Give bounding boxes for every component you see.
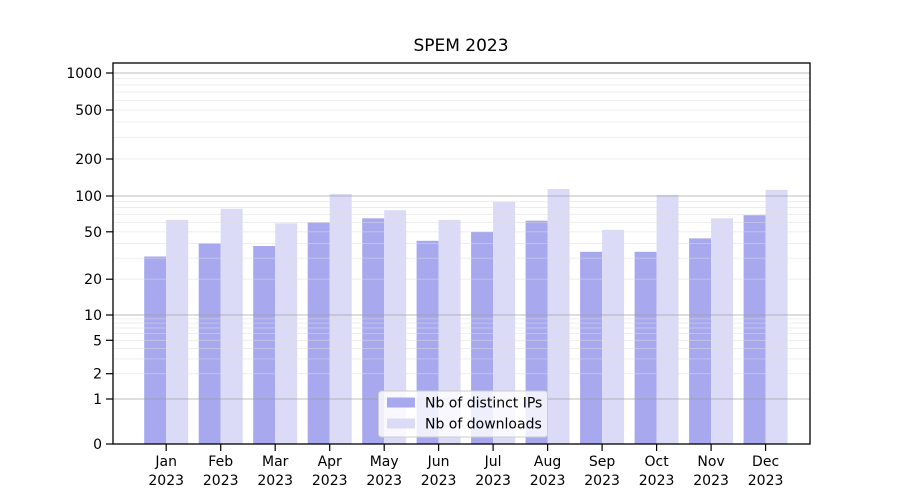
bar-jun-downloads <box>438 219 461 444</box>
axes-layer: 0 1 2 5 10 20 50 100 200 500 1000 Jan 2023 Feb 2023 Mar… <box>66 66 783 489</box>
x-tick-label-month: Aug <box>534 454 561 470</box>
legend-swatch-downloads <box>387 418 415 429</box>
legend-label-downloads: Nb of downloads <box>425 417 542 433</box>
y-tick-label: 100 <box>75 189 102 205</box>
x-tick-label-month: Feb <box>208 454 233 470</box>
x-tick-label-month: Jan <box>154 454 177 470</box>
x-tick-label-year: 2023 <box>203 473 239 489</box>
gridlines-layer <box>113 72 810 400</box>
legend-swatch-distinct-ips <box>387 397 415 408</box>
y-tick-label: 0 <box>93 437 102 453</box>
x-tick-label-month: May <box>370 454 399 470</box>
x-tick-label-year: 2023 <box>148 473 184 489</box>
y-tick-label: 2 <box>93 367 102 383</box>
legend: Nb of distinct IPs Nb of downloads <box>378 390 548 438</box>
x-tick-label-month: Nov <box>697 454 724 470</box>
bar-sep-downloads <box>602 229 625 444</box>
bar-oct-distinct-ips <box>634 251 657 444</box>
legend-box <box>378 390 548 438</box>
y-tick-label: 200 <box>75 152 102 168</box>
y-tick-label: 20 <box>84 272 102 288</box>
bar-oct-downloads <box>656 194 679 444</box>
y-tick-label: 5 <box>93 333 102 349</box>
x-tick-label-year: 2023 <box>748 473 784 489</box>
y-tick-label: 1 <box>93 392 102 408</box>
bar-aug-distinct-ips <box>525 220 548 444</box>
bar-dec-downloads <box>765 189 788 444</box>
y-tick-label: 10 <box>84 308 102 324</box>
bar-aug-downloads <box>547 189 570 444</box>
x-tick-label-month: Jul <box>484 454 502 470</box>
bar-jan-distinct-ips <box>144 256 167 444</box>
x-tick-label-month: Oct <box>644 454 669 470</box>
y-tick-label: 1000 <box>66 66 102 82</box>
y-tick-label: 500 <box>75 103 102 119</box>
bar-jan-downloads <box>166 219 189 444</box>
bars-layer <box>144 189 788 444</box>
legend-label-distinct-ips: Nb of distinct IPs <box>425 396 542 412</box>
bar-nov-downloads <box>711 218 734 444</box>
x-tick-label-year: 2023 <box>584 473 620 489</box>
x-tick-label-year: 2023 <box>421 473 457 489</box>
x-tick-label-month: Dec <box>752 454 779 470</box>
bar-may-distinct-ips <box>362 218 385 444</box>
x-tick-label-year: 2023 <box>639 473 675 489</box>
chart-title: SPEM 2023 <box>413 36 508 56</box>
x-tick-label-month: Mar <box>262 454 289 470</box>
x-tick-label-year: 2023 <box>312 473 348 489</box>
bar-nov-distinct-ips <box>689 238 712 444</box>
x-tick-label-month: Jun <box>427 454 450 470</box>
x-tick-label-year: 2023 <box>366 473 402 489</box>
plot-frame <box>112 62 811 445</box>
bar-feb-distinct-ips <box>198 243 221 444</box>
x-tick-label-year: 2023 <box>693 473 729 489</box>
bar-sep-distinct-ips <box>580 251 603 444</box>
bar-feb-downloads <box>220 208 243 444</box>
y-tick-label: 50 <box>84 225 102 241</box>
x-tick-label-month: Apr <box>318 454 342 470</box>
x-tick-label-year: 2023 <box>257 473 293 489</box>
x-tick-label-year: 2023 <box>530 473 566 489</box>
bar-dec-distinct-ips <box>743 215 766 444</box>
x-tick-label-year: 2023 <box>475 473 511 489</box>
bar-may-downloads <box>384 210 407 444</box>
bar-mar-distinct-ips <box>253 246 276 444</box>
x-tick-label-month: Sep <box>589 454 616 470</box>
